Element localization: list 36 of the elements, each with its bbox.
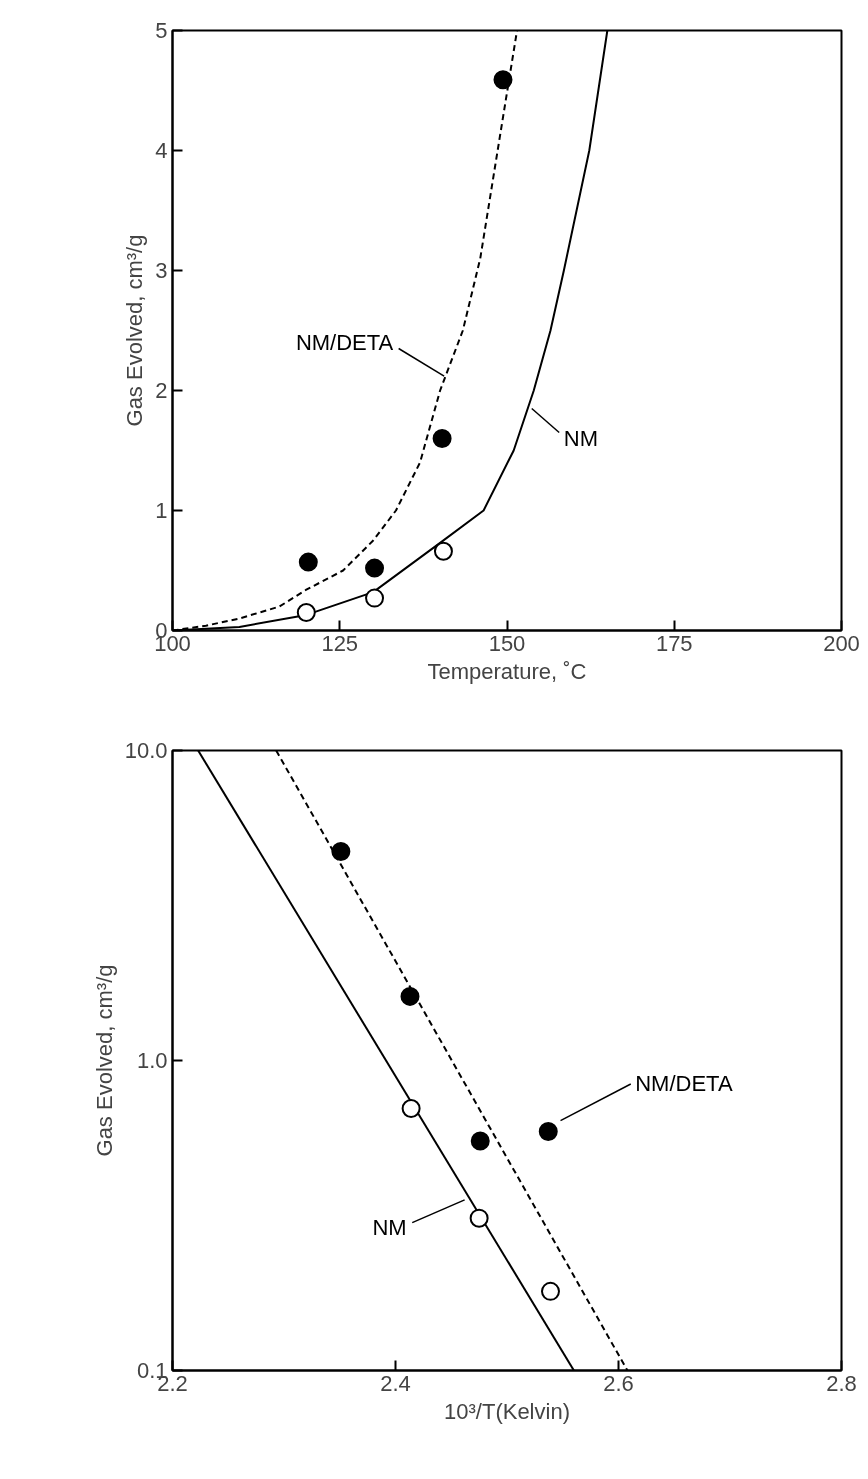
- point: [331, 842, 351, 862]
- y-tick-label: 1: [155, 498, 168, 523]
- x-axis-title: Temperature, ˚C: [427, 658, 587, 684]
- y-axis-title: Gas Evolved, cm³/g: [122, 234, 148, 427]
- point: [493, 70, 513, 90]
- text: NM/DETA: [295, 330, 394, 355]
- point: [296, 603, 316, 622]
- point: [400, 986, 420, 1006]
- y-tick-label: 1.0: [136, 1048, 168, 1073]
- x-tick-label: 2.8: [826, 1370, 857, 1396]
- x-tick-label: 200: [823, 630, 860, 656]
- x-tick-label: 125: [321, 630, 359, 656]
- point: [470, 1131, 490, 1151]
- point: [365, 588, 385, 608]
- point: [469, 1208, 489, 1228]
- x-tick-label: 2.6: [603, 1370, 634, 1396]
- y-axis-title: Gas Evolved, cm³/g: [91, 964, 117, 1157]
- x-tick-label: 150: [488, 630, 526, 656]
- text: NM: [372, 1214, 407, 1240]
- y-tick-label: 5: [155, 18, 168, 43]
- y-tick-label: 3: [155, 258, 168, 283]
- point: [432, 429, 452, 448]
- legend-label: NM: [563, 426, 599, 451]
- text: NM/DETA: [635, 1071, 733, 1097]
- y-tick-label: 4: [155, 138, 168, 163]
- point: [433, 541, 453, 561]
- x-axis-title: 10³/T(Kelvin): [444, 1398, 570, 1424]
- point: [401, 1099, 421, 1118]
- point: [365, 558, 385, 578]
- y-tick-label: 10.0: [124, 738, 168, 763]
- point: [540, 1281, 560, 1301]
- point: [538, 1122, 558, 1142]
- x-tick-label: 175: [655, 630, 693, 656]
- y-tick-label: 2: [155, 378, 168, 403]
- point: [298, 552, 318, 572]
- x-tick-label: 2.4: [380, 1370, 411, 1396]
